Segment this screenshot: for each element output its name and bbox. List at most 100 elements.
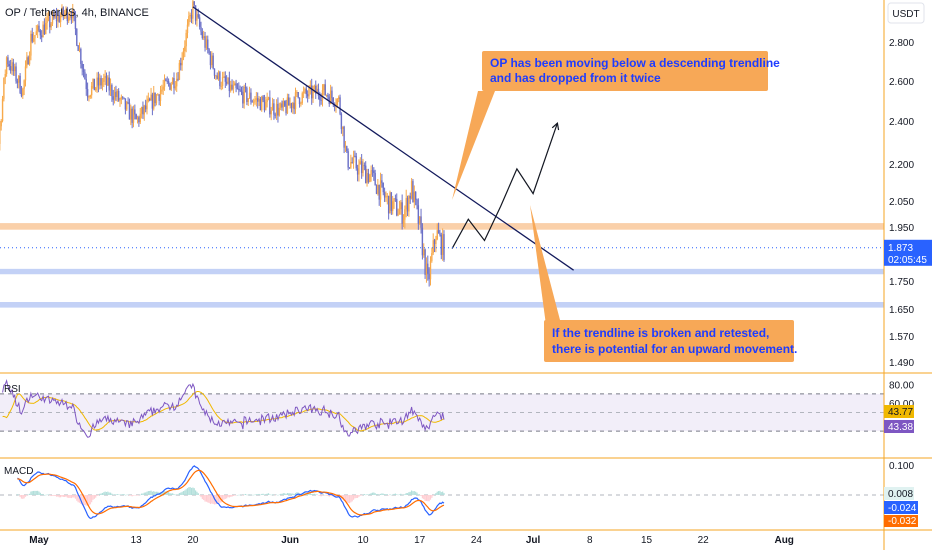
candle	[286, 93, 289, 115]
candle	[289, 97, 291, 109]
macd-histogram-bar	[114, 494, 116, 495]
candle	[420, 208, 422, 234]
candle	[9, 59, 12, 74]
candle	[108, 71, 110, 96]
macd-histogram-bar	[196, 491, 198, 495]
candle	[90, 81, 93, 99]
macd-histogram-bar	[374, 493, 376, 495]
candle	[257, 92, 259, 109]
rsi-tick-label: 80.00	[889, 381, 914, 392]
macd-histogram-bar	[311, 494, 313, 495]
candle	[332, 97, 334, 108]
macd-histogram-bar	[93, 495, 95, 499]
macd-histogram-bar	[335, 495, 337, 498]
candle	[96, 72, 98, 93]
last-price-tag: 1.873 02:05:45	[884, 239, 932, 266]
macd-histogram-bar	[259, 494, 261, 496]
candle	[166, 76, 168, 85]
candle	[424, 248, 426, 279]
macd-histogram-bar	[431, 495, 433, 498]
macd-histogram-bar	[292, 493, 294, 495]
macd-histogram-bar	[170, 493, 172, 495]
macd-histogram-bar	[46, 494, 48, 496]
candle	[84, 69, 86, 80]
macd-histogram-bar	[103, 492, 105, 495]
time-tick-label: May	[29, 535, 49, 546]
candle	[242, 85, 244, 109]
macd-histogram-bar	[131, 495, 133, 497]
price-axis[interactable]: USDT 2.800 2.600 2.400 2.200 2.050 1.950 1.750…	[883, 0, 932, 550]
candle	[68, 12, 70, 24]
macd-histogram-bar	[91, 495, 93, 503]
macd-histogram-bar	[126, 494, 128, 496]
candlestick-series	[0, 0, 445, 287]
candle	[263, 94, 266, 113]
macd-histogram-bar	[154, 491, 156, 495]
candle	[328, 93, 330, 107]
currency-badge[interactable]	[887, 2, 925, 24]
macd-histogram-bar	[82, 495, 85, 505]
macd-histogram-bar	[325, 495, 328, 496]
candle	[22, 87, 24, 99]
macd-histogram-bar	[118, 494, 120, 496]
callout-top-tail	[452, 91, 495, 200]
macd-histogram-bar	[277, 494, 279, 496]
candle	[113, 86, 116, 104]
candle	[261, 95, 263, 112]
macd-histogram-bar	[394, 493, 396, 495]
macd-histogram-bar	[119, 494, 121, 496]
callout-bottom-line-1: If the trendline is broken and retested,	[552, 326, 769, 340]
candle	[1, 95, 4, 123]
macd-histogram-bar	[16, 494, 18, 495]
macd-histogram-bar	[120, 494, 122, 495]
candle	[304, 87, 306, 94]
macd-histogram-bar	[315, 494, 317, 495]
candle	[425, 257, 428, 283]
macd-histogram-bar	[197, 493, 199, 495]
macd-histogram-bar	[207, 495, 209, 503]
candle	[0, 119, 2, 131]
macd-histogram-bar	[433, 494, 436, 495]
candle	[97, 71, 100, 93]
candle	[161, 84, 163, 95]
candle	[207, 35, 209, 54]
macd-histogram-bar	[184, 490, 186, 495]
macd-histogram-bar	[64, 495, 66, 498]
candle	[409, 192, 411, 204]
macd-histogram-bar	[138, 495, 140, 496]
macd-histogram-bar	[255, 494, 257, 495]
candle	[365, 161, 367, 184]
macd-histogram-bar	[319, 495, 321, 496]
candle	[63, 9, 66, 20]
time-axis[interactable]: May 13 20 Jun 10 17 24 Jul 8 15 22 Aug	[29, 535, 794, 546]
candle	[404, 205, 406, 229]
macd-histogram-bar	[438, 491, 440, 495]
macd-histogram-bar	[393, 493, 395, 495]
candle	[338, 95, 340, 103]
candle	[124, 98, 127, 115]
macd-histogram-bar	[243, 494, 245, 496]
macd-histogram-bar	[95, 495, 97, 498]
candle	[378, 184, 380, 206]
macd-histogram-bar	[76, 495, 78, 501]
candle	[93, 78, 96, 91]
candle	[150, 87, 152, 101]
macd-histogram-bar	[254, 494, 256, 496]
candle	[347, 148, 349, 171]
macd-histogram-bar	[231, 495, 233, 497]
macd-histogram-bar	[397, 494, 399, 496]
macd-histogram-bar	[101, 492, 104, 495]
candle	[101, 78, 104, 91]
macd-histogram-bar	[436, 491, 438, 495]
macd-histogram-bar	[421, 495, 423, 499]
price-tick-label: 2.600	[889, 77, 914, 88]
candle	[203, 30, 205, 41]
candle	[111, 83, 113, 102]
macd-histogram-bar	[176, 494, 178, 495]
macd-histogram-bar	[419, 494, 421, 496]
candle	[55, 7, 58, 29]
candle	[47, 10, 50, 22]
macd-histogram-bar	[235, 495, 237, 496]
candle	[366, 168, 368, 187]
